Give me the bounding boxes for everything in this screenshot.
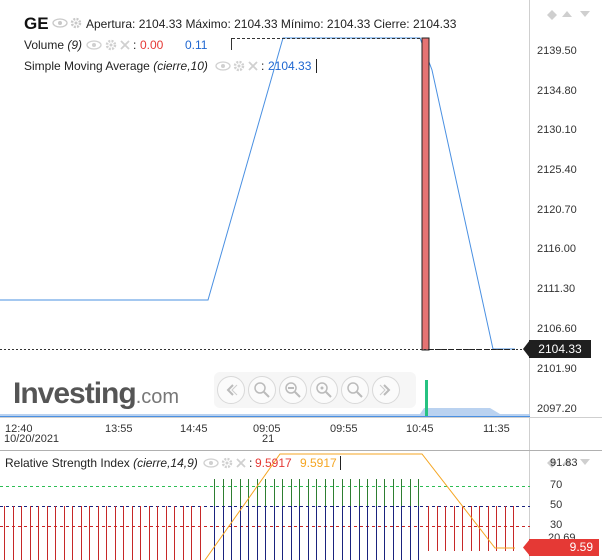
rsi-close-icon[interactable] xyxy=(236,458,246,468)
rsi-signal-line xyxy=(204,453,515,560)
logo-suffix: .com xyxy=(135,386,180,408)
high-value: 2104.33 xyxy=(234,17,278,31)
rsi-collapse-icon[interactable] xyxy=(562,458,572,466)
date-label: 10/20/2021 xyxy=(4,433,60,445)
scroll-right-button[interactable] xyxy=(372,376,400,404)
rsi-expand-icon[interactable] xyxy=(580,458,590,466)
volume-value-red: 0.00 xyxy=(140,38,164,52)
zoom-out-button[interactable] xyxy=(279,376,307,404)
close-label: Cierre: xyxy=(373,17,410,31)
sma-params: (cierre,10) xyxy=(153,59,208,73)
volume-settings-icon[interactable] xyxy=(105,39,117,51)
volume-value-blue: 0.11 xyxy=(185,38,208,52)
volume-name: Volume xyxy=(24,38,65,52)
sma-value: 2104.33 xyxy=(268,59,312,73)
volume-green-bar xyxy=(425,380,428,416)
scroll-left-button[interactable] xyxy=(217,376,245,404)
rsi-tick: 30 xyxy=(550,519,563,531)
current-price-value: 2104.33 xyxy=(538,342,582,356)
sma-legend: Simple Moving Average (cierre,10) xyxy=(24,59,208,73)
volume-close-icon[interactable] xyxy=(120,40,130,50)
time-tick: 09:05 xyxy=(253,423,281,435)
rsi-marker xyxy=(340,456,341,470)
fit-zoom-button[interactable] xyxy=(341,376,369,404)
rsi-value-red: 9.5917 xyxy=(255,456,292,470)
day-label: 21 xyxy=(262,433,275,445)
time-tick: 12:40 xyxy=(5,423,33,435)
rsi-tick: 50 xyxy=(550,499,563,511)
current-price-badge: 2104.33 xyxy=(529,340,591,358)
low-value: 2104.33 xyxy=(326,17,371,31)
expand-icon[interactable] xyxy=(580,10,590,18)
time-tick: 13:55 xyxy=(105,423,133,435)
time-tick: 10:45 xyxy=(406,423,434,435)
symbol-label: GE xyxy=(24,14,49,33)
price-tick: 2097.20 xyxy=(537,403,577,415)
rsi-settings-icon[interactable] xyxy=(221,457,233,469)
time-tick: 11:35 xyxy=(483,423,510,435)
close-value: 2104.33 xyxy=(412,17,457,31)
rsi-tick: 91.83 xyxy=(550,457,578,469)
sma-marker xyxy=(316,59,317,73)
price-tick: 2116.00 xyxy=(537,243,576,255)
price-line xyxy=(0,37,515,350)
open-value: 2104.33 xyxy=(138,17,183,31)
price-tick: 2134.80 xyxy=(537,85,577,97)
price-tick: 2106.60 xyxy=(537,323,577,335)
ohlc-readout: Apertura: 2104.33 Máximo: 2104.33 Mínimo… xyxy=(86,17,456,31)
sma-settings-icon[interactable] xyxy=(233,60,245,72)
time-tick: 14:45 xyxy=(180,423,208,435)
volume-area xyxy=(0,408,530,417)
zoom-in-button[interactable] xyxy=(248,376,276,404)
price-tick: 2101.90 xyxy=(537,363,577,375)
volume-eye-icon[interactable] xyxy=(86,40,102,50)
price-tick: 2120.70 xyxy=(537,204,577,216)
high-label: Máximo: xyxy=(185,17,231,31)
logo-brand: Investing xyxy=(13,377,137,410)
rsi-legend: Relative Strength Index (cierre,14,9) xyxy=(5,456,198,470)
rsi-value-orange: 9.5917 xyxy=(300,456,337,470)
rsi-tick: 70 xyxy=(550,479,563,491)
price-candle-bar xyxy=(421,37,430,351)
price-plot xyxy=(0,37,530,417)
rsi-fill-icon[interactable] xyxy=(546,457,558,469)
price-tick: 2125.40 xyxy=(537,164,577,176)
collapse-icon[interactable] xyxy=(562,10,572,18)
sma-eye-icon[interactable] xyxy=(215,61,231,71)
rsi-histogram xyxy=(4,479,514,560)
sma-name: Simple Moving Average xyxy=(24,59,150,73)
investing-logo: Investing.com xyxy=(13,377,179,414)
price-tick: 2130.10 xyxy=(537,124,577,136)
price-tick: 2111.30 xyxy=(537,283,576,295)
fill-icon[interactable] xyxy=(546,9,558,21)
reset-zoom-button[interactable] xyxy=(310,376,338,404)
rsi-current-badge: 9.59 xyxy=(529,539,599,556)
settings-gear-icon[interactable] xyxy=(70,17,82,29)
volume-legend: Volume (9) xyxy=(24,38,82,52)
rsi-current-value: 9.59 xyxy=(569,540,593,554)
price-tick: 2139.50 xyxy=(537,45,577,57)
sma-close-icon[interactable] xyxy=(248,61,258,71)
low-label: Mínimo: xyxy=(280,17,324,31)
time-tick: 09:55 xyxy=(330,423,358,435)
rsi-plot xyxy=(0,453,530,560)
open-label: Apertura: xyxy=(86,17,136,31)
eye-icon[interactable] xyxy=(52,18,68,28)
rsi-params: (cierre,14,9) xyxy=(133,456,198,470)
rsi-name: Relative Strength Index xyxy=(5,456,130,470)
volume-params: (9) xyxy=(67,38,83,52)
rsi-eye-icon[interactable] xyxy=(203,458,219,468)
